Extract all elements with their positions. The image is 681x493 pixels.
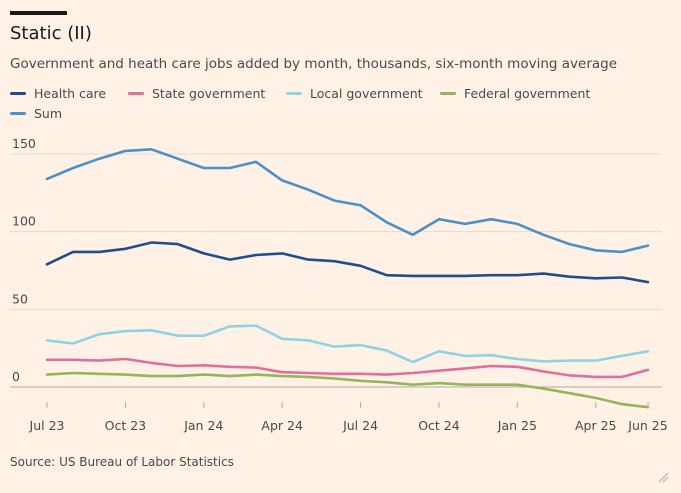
legend-label: Sum	[34, 106, 63, 121]
legend-item-federal-government: Federal government	[440, 86, 590, 101]
x-tick-label: Jan 24	[183, 418, 223, 433]
series-line-health-care	[45, 241, 650, 284]
legend-swatch	[10, 92, 26, 95]
legend-item-health-care: Health care	[10, 86, 106, 101]
legend-label: Federal government	[464, 86, 591, 101]
resize-corner-icon	[658, 472, 669, 483]
legend-label: Health care	[34, 86, 107, 101]
legend-item-local-government: Local government	[286, 86, 423, 101]
legend-swatch	[10, 112, 26, 115]
legend-swatch	[286, 92, 302, 95]
series-line-federal-government	[45, 371, 650, 409]
source-note: Source: US Bureau of Labor Statistics	[10, 455, 234, 469]
legend-label: Local government	[310, 86, 423, 101]
chart-subtitle: Government and heath care jobs added by …	[10, 56, 618, 72]
x-tick-label: Oct 24	[418, 418, 460, 433]
y-tick-label: 50	[12, 291, 28, 306]
x-tick-label: Jul 23	[29, 418, 65, 433]
x-tick-label: Apr 24	[261, 418, 303, 433]
y-tick-label: 150	[12, 136, 36, 151]
brand-bar	[10, 11, 67, 15]
x-tick-label: Jun 25	[627, 418, 667, 433]
series-line-state-government	[45, 357, 650, 379]
x-tick-label: Jan 25	[497, 418, 537, 433]
x-tick-label: Apr 25	[575, 418, 617, 433]
x-tick-label: Oct 23	[105, 418, 147, 433]
legend-label: State government	[152, 86, 266, 101]
y-tick-label: 100	[12, 214, 36, 229]
x-tick-label: Jul 24	[342, 418, 378, 433]
series-line-sum	[45, 148, 650, 254]
series-line-local-government	[45, 324, 650, 364]
legend-item-state-government: State government	[128, 86, 265, 101]
chart-title: Static (II)	[10, 23, 92, 44]
legend-swatch	[440, 92, 456, 95]
y-tick-label: 0	[12, 369, 20, 384]
legend-swatch	[128, 92, 144, 95]
legend-item-sum: Sum	[10, 106, 62, 121]
